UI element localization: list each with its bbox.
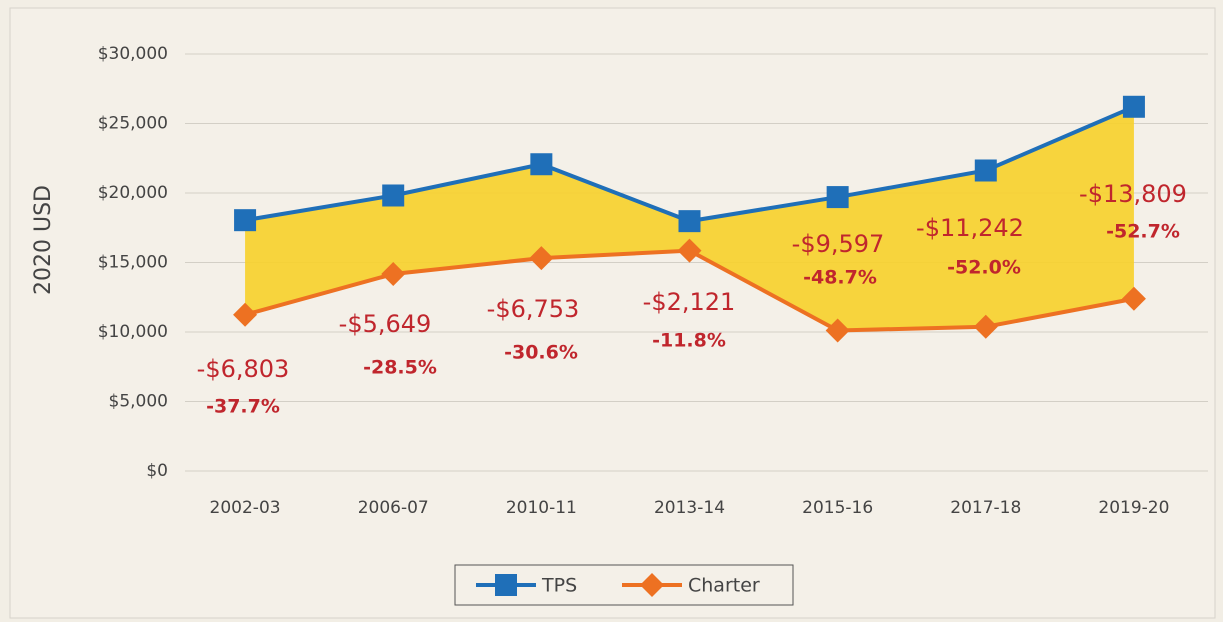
y-axis-label: 2020 USD <box>31 185 56 295</box>
legend-marker <box>495 574 517 596</box>
marker <box>677 238 702 263</box>
x-tick-label: 2006-07 <box>358 498 429 518</box>
marker <box>233 302 258 327</box>
legend-label: TPS <box>541 575 577 597</box>
y-tick-label: $25,000 <box>98 114 168 134</box>
gap-area <box>245 106 1134 331</box>
marker <box>974 159 997 182</box>
y-tick-label: $15,000 <box>98 253 168 273</box>
marker <box>381 262 406 287</box>
x-tick-label: 2019-20 <box>1098 498 1169 518</box>
y-tick-label: $0 <box>146 461 168 481</box>
marker <box>234 209 257 232</box>
x-tick-label: 2015-16 <box>802 498 873 518</box>
y-tick-label: $10,000 <box>98 322 168 342</box>
y-tick-label: $30,000 <box>98 44 168 64</box>
marker <box>382 184 405 207</box>
gap-label: -$6,803 <box>197 355 290 383</box>
gap-percent-label: -37.7% <box>206 396 280 418</box>
gap-label: -$9,597 <box>792 230 885 258</box>
gap-label: -$6,753 <box>487 295 580 323</box>
gap-percent-label: -52.0% <box>947 257 1021 279</box>
marker <box>1121 286 1146 311</box>
x-tick-label: 2002-03 <box>210 498 281 518</box>
legend-marker <box>640 573 664 597</box>
gap-label: -$2,121 <box>643 288 736 316</box>
gap-percent-label: -48.7% <box>803 267 877 289</box>
marker <box>825 318 850 343</box>
y-tick-label: $5,000 <box>109 392 168 412</box>
gap-label: -$5,649 <box>339 310 432 338</box>
x-tick-label: 2010-11 <box>506 498 577 518</box>
gap-percent-label: -28.5% <box>363 357 437 379</box>
gap-percent-label: -30.6% <box>504 342 578 364</box>
gap-label: -$11,242 <box>916 214 1024 242</box>
marker <box>1122 95 1145 118</box>
marker <box>530 153 553 176</box>
gap-percent-label: -11.8% <box>652 330 726 352</box>
marker <box>973 314 998 339</box>
marker <box>678 210 701 233</box>
marker <box>529 246 554 271</box>
marker <box>826 186 849 209</box>
legend-label: Charter <box>688 575 760 597</box>
x-tick-label: 2013-14 <box>654 498 725 518</box>
gap-percent-label: -52.7% <box>1106 221 1180 243</box>
x-tick-label: 2017-18 <box>950 498 1021 518</box>
gap-label: -$13,809 <box>1079 180 1187 208</box>
y-tick-label: $20,000 <box>98 183 168 203</box>
